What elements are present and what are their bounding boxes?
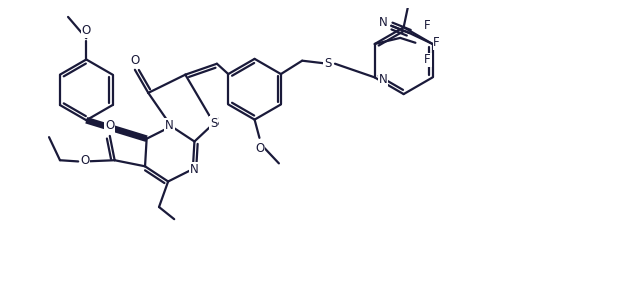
Text: O: O xyxy=(82,24,91,37)
Text: N: N xyxy=(189,163,198,176)
Text: O: O xyxy=(105,119,114,132)
Text: O: O xyxy=(255,142,265,155)
Text: F: F xyxy=(424,53,431,66)
Text: N: N xyxy=(165,119,174,132)
Text: S: S xyxy=(210,117,218,130)
Text: S: S xyxy=(324,57,331,70)
Text: N: N xyxy=(379,73,387,86)
Text: F: F xyxy=(433,36,440,49)
Text: O: O xyxy=(130,54,140,67)
Text: N: N xyxy=(378,16,387,29)
Text: O: O xyxy=(80,154,89,167)
Text: F: F xyxy=(424,19,431,32)
Text: S: S xyxy=(211,116,218,129)
